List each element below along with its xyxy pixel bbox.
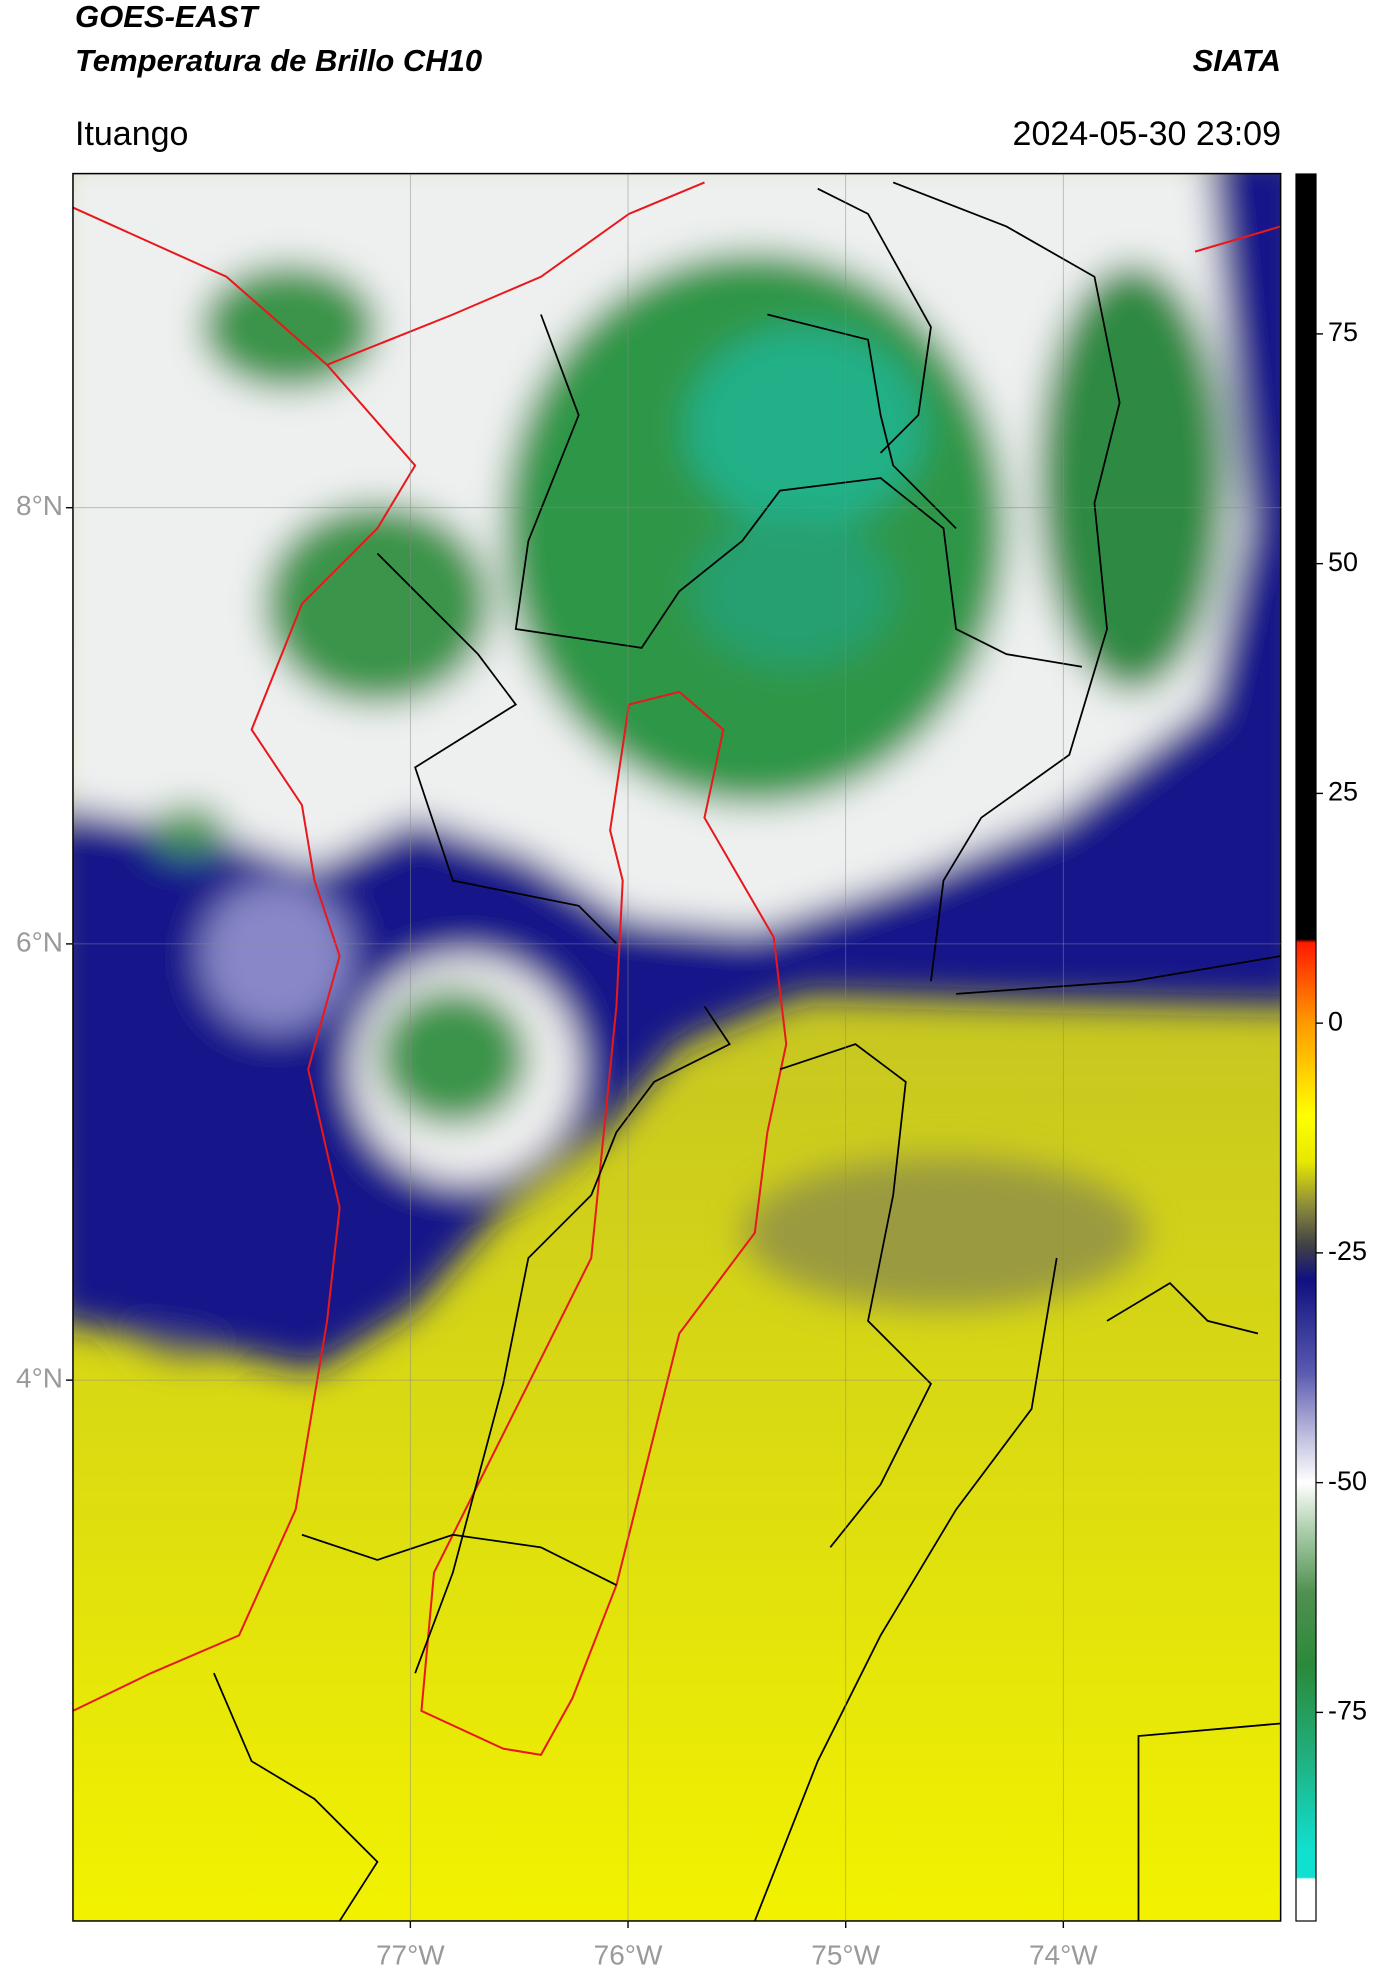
colorbar-tick-label: 50	[1328, 547, 1358, 577]
satellite-image	[72, 172, 1282, 1922]
lon-tick-label: 76°W	[594, 1939, 663, 1970]
subtitle: Temperatura de Brillo CH10	[75, 43, 482, 78]
lon-tick-label: 75°W	[811, 1939, 880, 1970]
lon-tick-label: 74°W	[1029, 1939, 1098, 1970]
colorbar-tick-label: -75	[1328, 1696, 1367, 1726]
location: Ituango	[75, 115, 188, 153]
colorbar-tick-label: 75	[1328, 317, 1358, 347]
title: GOES-EAST	[75, 0, 261, 34]
colorbar-tick-label: -50	[1328, 1466, 1367, 1496]
lat-tick-label: 6°N	[16, 926, 63, 957]
lat-tick-label: 8°N	[16, 490, 63, 521]
datetime: 2024-05-30 23:09	[1013, 115, 1281, 153]
colorbar-tick-label: -25	[1328, 1236, 1367, 1266]
source: SIATA	[1193, 43, 1281, 78]
lat-tick-label: 4°N	[16, 1362, 63, 1393]
colorbar	[1295, 173, 1317, 1922]
colorbar-tick-label: 25	[1328, 777, 1358, 807]
colorbar-tick-label: 0	[1328, 1006, 1343, 1036]
lon-tick-label: 77°W	[376, 1939, 445, 1970]
